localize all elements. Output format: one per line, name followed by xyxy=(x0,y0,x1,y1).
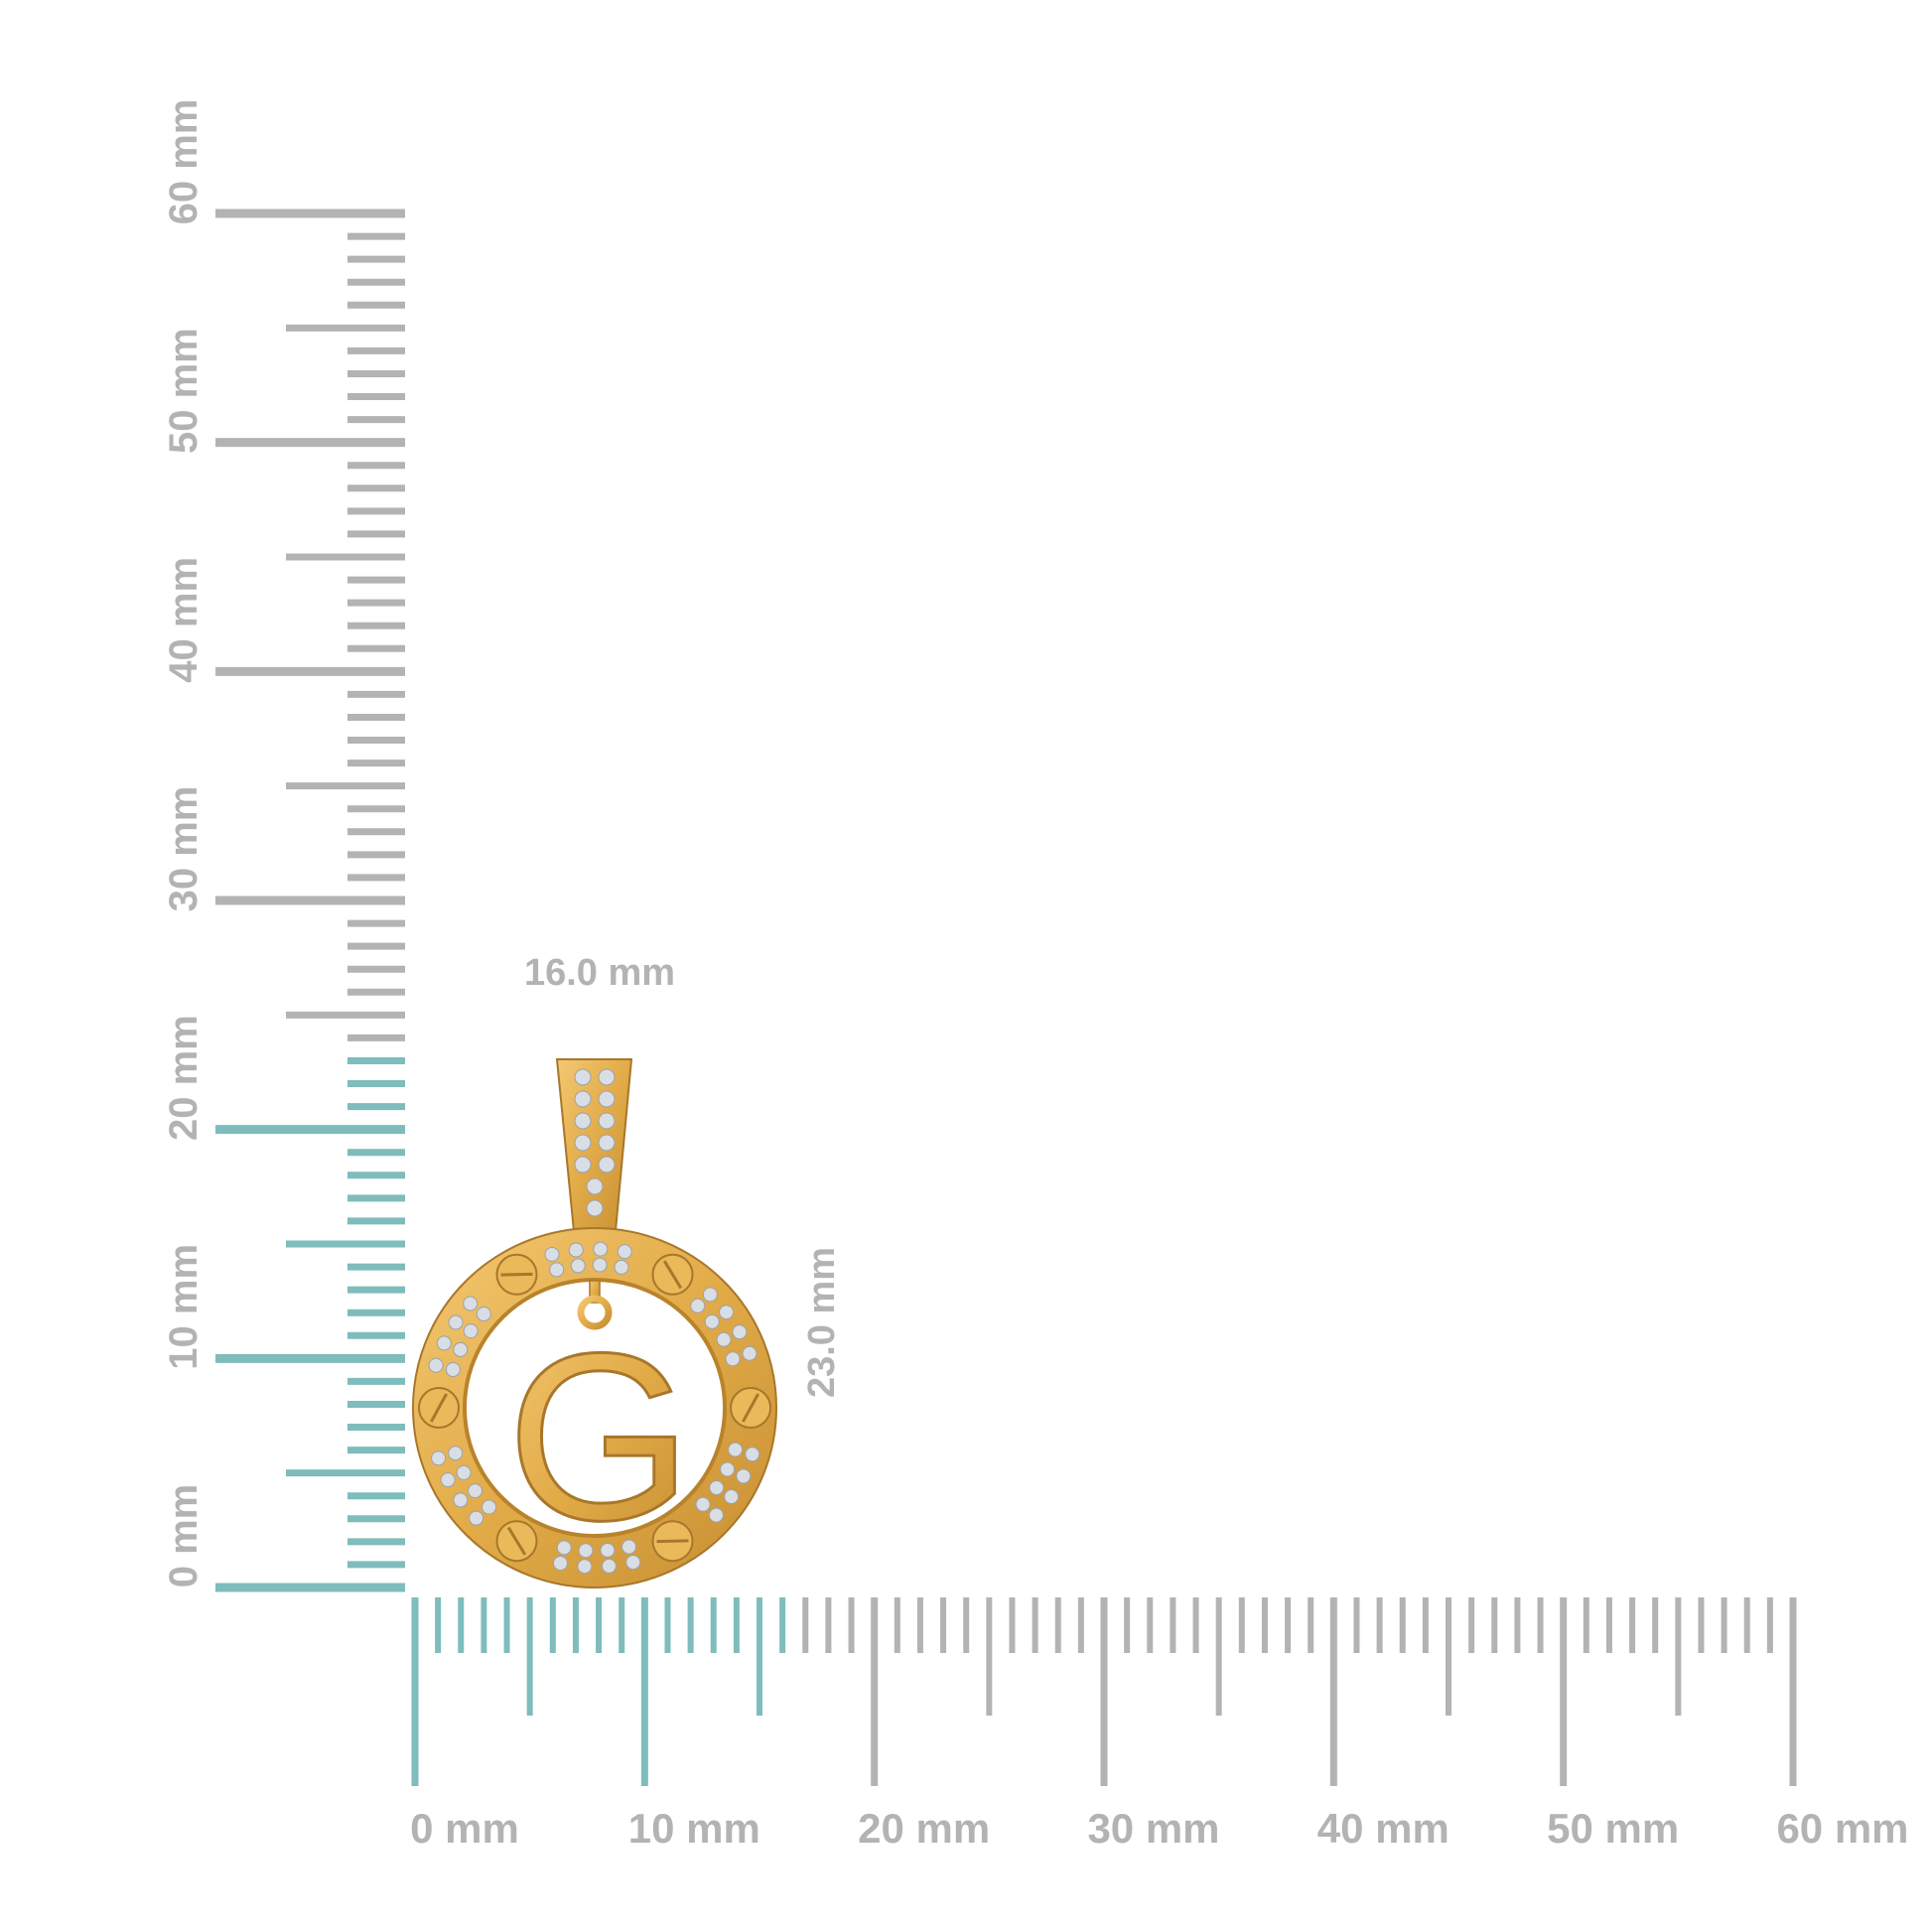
ring-stone xyxy=(732,1324,748,1340)
horizontal-ruler-label: 40 mm xyxy=(1317,1805,1449,1852)
ring-stone xyxy=(702,1287,718,1303)
ring-stone xyxy=(453,1341,469,1357)
ring-stone xyxy=(601,1558,617,1574)
bail-stone xyxy=(574,1156,592,1173)
ring-stone xyxy=(476,1307,491,1322)
ring-stone xyxy=(448,1314,464,1330)
letter-pendant-image: G xyxy=(411,1058,778,1588)
vertical-ruler-label: 0 mm xyxy=(162,1484,206,1588)
bail-stone xyxy=(598,1090,616,1108)
vertical-ruler xyxy=(215,208,405,1592)
screw-slot xyxy=(656,1539,689,1544)
ring-stone xyxy=(728,1442,744,1457)
bail-stone xyxy=(574,1068,592,1086)
ring-stone xyxy=(469,1510,484,1526)
ring-stone xyxy=(724,1488,740,1504)
ring-stone xyxy=(556,1540,572,1556)
ring-stone xyxy=(578,1543,594,1559)
ring-stone xyxy=(592,1257,608,1273)
vertical-ruler-label: 60 mm xyxy=(162,99,206,225)
ring-stone xyxy=(600,1542,616,1558)
ring-stone xyxy=(625,1555,641,1571)
ring-stone xyxy=(709,1480,725,1496)
ring-stone xyxy=(725,1351,741,1367)
jump-ring-post xyxy=(589,1280,601,1304)
vertical-ruler-labels: 0 mm 10 mm 20 mm 30 mm 40 mm 50 mm 60 mm xyxy=(162,99,206,1588)
bail-stone xyxy=(574,1090,592,1108)
horizontal-ruler-labels: 0 mm 10 mm 20 mm 30 mm 40 mm 50 mm 60 mm xyxy=(410,1805,1908,1852)
jump-ring xyxy=(577,1295,613,1330)
ring-stone xyxy=(736,1468,752,1484)
ring-stone xyxy=(745,1447,760,1462)
ring-stone xyxy=(716,1331,732,1347)
vertical-ruler-label: 10 mm xyxy=(162,1244,206,1370)
ring-inner-edge xyxy=(463,1278,727,1538)
ring-stones xyxy=(428,1241,760,1575)
ring-stone xyxy=(544,1246,560,1262)
bail-stone xyxy=(586,1177,604,1195)
ring-stone xyxy=(708,1507,724,1523)
horizontal-ruler-label: 30 mm xyxy=(1087,1805,1219,1852)
width-dimension-label: 16.0 mm xyxy=(524,952,675,994)
horizontal-ruler xyxy=(411,1597,1797,1786)
bail-stone xyxy=(574,1112,592,1130)
ring-stone xyxy=(720,1461,736,1477)
bail-stones xyxy=(574,1068,616,1217)
ring-stone xyxy=(453,1492,469,1508)
ring-stone xyxy=(463,1323,479,1339)
bail-stone xyxy=(598,1112,616,1130)
bail-stone xyxy=(586,1199,604,1217)
ring-screw-motifs xyxy=(418,1253,771,1563)
ring-stone xyxy=(617,1244,632,1260)
ring-stone xyxy=(448,1446,464,1461)
horizontal-ruler-label: 0 mm xyxy=(410,1805,519,1852)
ring-stone xyxy=(552,1556,568,1572)
horizontal-ruler-label: 20 mm xyxy=(858,1805,990,1852)
bail-stone xyxy=(598,1134,616,1152)
ring-stone xyxy=(456,1464,472,1480)
ring-stone xyxy=(568,1242,584,1258)
ring-stone xyxy=(482,1499,497,1515)
bail-stone xyxy=(598,1068,616,1086)
ring-stone xyxy=(445,1362,461,1378)
ring-stone xyxy=(463,1296,479,1311)
ring-stone xyxy=(690,1298,706,1313)
pendant-letter: G xyxy=(507,1304,693,1570)
ring-stone xyxy=(549,1262,565,1278)
ring-stone xyxy=(695,1496,711,1512)
horizontal-ruler-label: 60 mm xyxy=(1776,1805,1908,1852)
ring-stone xyxy=(719,1305,735,1320)
height-dimension-label: 23.0 mm xyxy=(801,1247,843,1398)
screw-slot xyxy=(742,1393,759,1423)
horizontal-ruler-label: 50 mm xyxy=(1547,1805,1679,1852)
screw-slot xyxy=(500,1272,533,1277)
ring-stone xyxy=(577,1559,593,1575)
ring-stone xyxy=(468,1483,483,1499)
bail-stone xyxy=(574,1134,592,1152)
ring-stone xyxy=(428,1357,444,1373)
vertical-ruler-label: 20 mm xyxy=(162,1015,206,1141)
ring-stone xyxy=(431,1450,447,1466)
screw-slot xyxy=(662,1260,683,1290)
screw-slot xyxy=(506,1526,527,1556)
vertical-ruler-label: 50 mm xyxy=(162,328,206,454)
ring-stone xyxy=(436,1335,452,1351)
bail-stone xyxy=(598,1156,616,1173)
ring-stone xyxy=(614,1259,629,1275)
ring-stone xyxy=(742,1345,758,1361)
vertical-ruler-label: 40 mm xyxy=(162,557,206,683)
ring-stone xyxy=(704,1313,720,1329)
ring-stone xyxy=(593,1241,609,1257)
ring-stone xyxy=(621,1539,637,1555)
ring-stone xyxy=(570,1258,586,1274)
horizontal-ruler-label: 10 mm xyxy=(628,1805,760,1852)
vertical-ruler-label: 30 mm xyxy=(162,786,206,912)
screw-slot xyxy=(430,1393,448,1423)
ring-stone xyxy=(440,1472,456,1488)
